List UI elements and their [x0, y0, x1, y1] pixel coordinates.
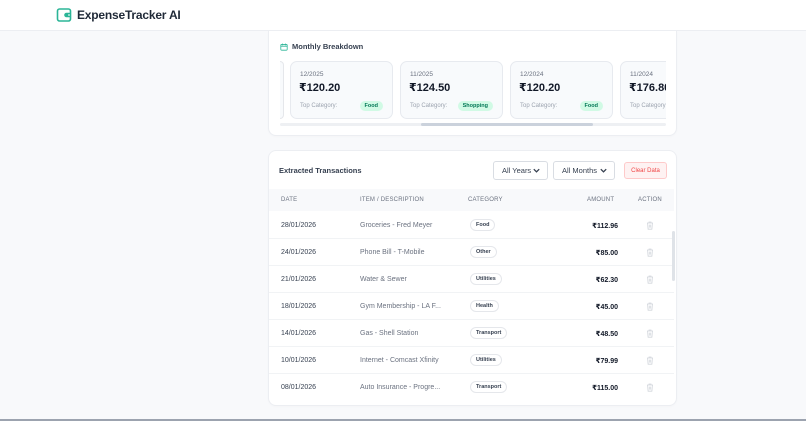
- trash-icon[interactable]: [646, 275, 654, 284]
- table-row: 21/01/2026 Water & Sewer Utilities ₹62.3…: [269, 266, 674, 293]
- month-card[interactable]: 12/2025 ₹120.20 Top Category: Food: [290, 61, 393, 119]
- month-filter-select[interactable]: All Months: [553, 161, 615, 180]
- month-card[interactable]: 12/2024 ₹120.20 Top Category: Food: [510, 61, 613, 119]
- row-date: 24/01/2026: [281, 249, 317, 256]
- row-category-badge: Food: [470, 219, 496, 231]
- app-title: ExpenseTracker AI: [77, 8, 181, 22]
- year-filter-select[interactable]: All Years: [493, 161, 548, 180]
- month-date: 11/2025: [410, 71, 434, 78]
- monthly-breakdown-card: Monthly Breakdown 12/2025 ₹120.20 Top Ca…: [268, 31, 677, 136]
- month-amount: ₹120.20: [519, 82, 561, 94]
- top-navbar: ExpenseTracker AI: [0, 0, 806, 31]
- month-amount: ₹120.20: [299, 82, 341, 94]
- top-category-badge: Shopping: [457, 101, 493, 111]
- trash-icon[interactable]: [646, 248, 654, 257]
- row-category-badge: Transport: [470, 327, 508, 339]
- monthly-breakdown-title: Monthly Breakdown: [292, 42, 364, 51]
- top-category-badge: Food: [359, 101, 383, 111]
- top-category-badge: Food: [579, 101, 603, 111]
- trash-icon[interactable]: [646, 329, 654, 338]
- clear-data-button[interactable]: Clear Data: [624, 162, 667, 179]
- row-amount: ₹85.00: [595, 250, 618, 257]
- row-item: Internet - Comcast Xfinity: [360, 357, 439, 364]
- month-date: 11/2024: [630, 71, 654, 78]
- month-date: 12/2024: [520, 71, 544, 78]
- month-card[interactable]: 11/2025 ₹124.50 Top Category: Shopping: [400, 61, 503, 119]
- trash-icon[interactable]: [646, 383, 654, 392]
- chevron-down-icon: [600, 168, 607, 173]
- vertical-scrollbar-thumb[interactable]: [672, 231, 675, 281]
- table-row: 24/01/2026 Phone Bill - T-Mobile Other ₹…: [269, 239, 674, 266]
- row-amount: ₹79.99: [595, 358, 618, 365]
- column-header-category: CATEGORY: [468, 197, 503, 203]
- calendar-icon: [280, 43, 288, 51]
- row-item: Gym Membership - LA F...: [360, 303, 441, 310]
- year-filter-value: All Years: [502, 166, 532, 175]
- table-header: DATE ITEM / DESCRIPTION CATEGORY AMOUNT …: [269, 189, 674, 211]
- row-item: Auto Insurance - Progre...: [360, 384, 441, 391]
- trash-icon[interactable]: [646, 356, 654, 365]
- chevron-down-icon: [533, 168, 540, 173]
- month-card-partial: [280, 61, 284, 119]
- month-cards-scroller[interactable]: 12/2025 ₹120.20 Top Category: Food 11/20…: [280, 59, 666, 129]
- row-category-badge: Health: [470, 300, 499, 312]
- row-amount: ₹112.96: [592, 223, 618, 230]
- row-amount: ₹45.00: [595, 304, 618, 311]
- row-amount: ₹115.00: [592, 385, 618, 392]
- wallet-icon: [56, 8, 72, 22]
- column-header-date: DATE: [281, 197, 298, 203]
- row-item: Groceries - Fred Meyer: [360, 222, 433, 229]
- top-category-label: Top Category:: [410, 103, 448, 109]
- column-header-item: ITEM / DESCRIPTION: [360, 197, 424, 203]
- row-date: 10/01/2026: [281, 357, 317, 364]
- vertical-scrollbar[interactable]: [672, 211, 675, 401]
- row-date: 18/01/2026: [281, 303, 317, 310]
- table-row: 28/01/2026 Groceries - Fred Meyer Food ₹…: [269, 212, 674, 239]
- row-amount: ₹48.50: [595, 331, 618, 338]
- top-category-label: Top Category:: [520, 103, 558, 109]
- row-amount: ₹62.30: [595, 277, 618, 284]
- row-date: 28/01/2026: [281, 222, 317, 229]
- row-category-badge: Utilities: [470, 273, 502, 285]
- monthly-breakdown-header: Monthly Breakdown: [280, 42, 363, 51]
- transactions-card: Extracted Transactions All Years All Mon…: [268, 150, 677, 406]
- table-row: 08/01/2026 Auto Insurance - Progre... Tr…: [269, 374, 674, 401]
- month-date: 12/2025: [300, 71, 324, 78]
- row-category-badge: Transport: [470, 381, 508, 393]
- horizontal-scrollbar[interactable]: [280, 123, 666, 126]
- horizontal-scrollbar-thumb[interactable]: [421, 123, 593, 126]
- transactions-title: Extracted Transactions: [279, 166, 362, 175]
- trash-icon[interactable]: [646, 302, 654, 311]
- table-row: 10/01/2026 Internet - Comcast Xfinity Ut…: [269, 347, 674, 374]
- row-date: 08/01/2026: [281, 384, 317, 391]
- month-card[interactable]: 11/2024 ₹176.80 Top Category:: [620, 61, 666, 119]
- month-amount: ₹176.80: [629, 82, 666, 94]
- row-date: 21/01/2026: [281, 276, 317, 283]
- column-header-amount: AMOUNT: [587, 197, 615, 203]
- table-row: 18/01/2026 Gym Membership - LA F... Heal…: [269, 293, 674, 320]
- row-item: Water & Sewer: [360, 276, 407, 283]
- row-item: Gas - Shell Station: [360, 330, 419, 337]
- table-row: 14/01/2026 Gas - Shell Station Transport…: [269, 320, 674, 347]
- top-category-label: Top Category:: [300, 103, 338, 109]
- trash-icon[interactable]: [646, 221, 654, 230]
- brand[interactable]: ExpenseTracker AI: [56, 7, 181, 23]
- row-category-badge: Utilities: [470, 354, 502, 366]
- row-category-badge: Other: [470, 246, 497, 258]
- top-category-label: Top Category:: [630, 103, 666, 109]
- column-header-action: ACTION: [638, 197, 662, 203]
- month-amount: ₹124.50: [409, 82, 451, 94]
- row-item: Phone Bill - T-Mobile: [360, 249, 425, 256]
- window-bottom-border: [0, 419, 806, 421]
- row-date: 14/01/2026: [281, 330, 317, 337]
- month-filter-value: All Months: [562, 166, 598, 175]
